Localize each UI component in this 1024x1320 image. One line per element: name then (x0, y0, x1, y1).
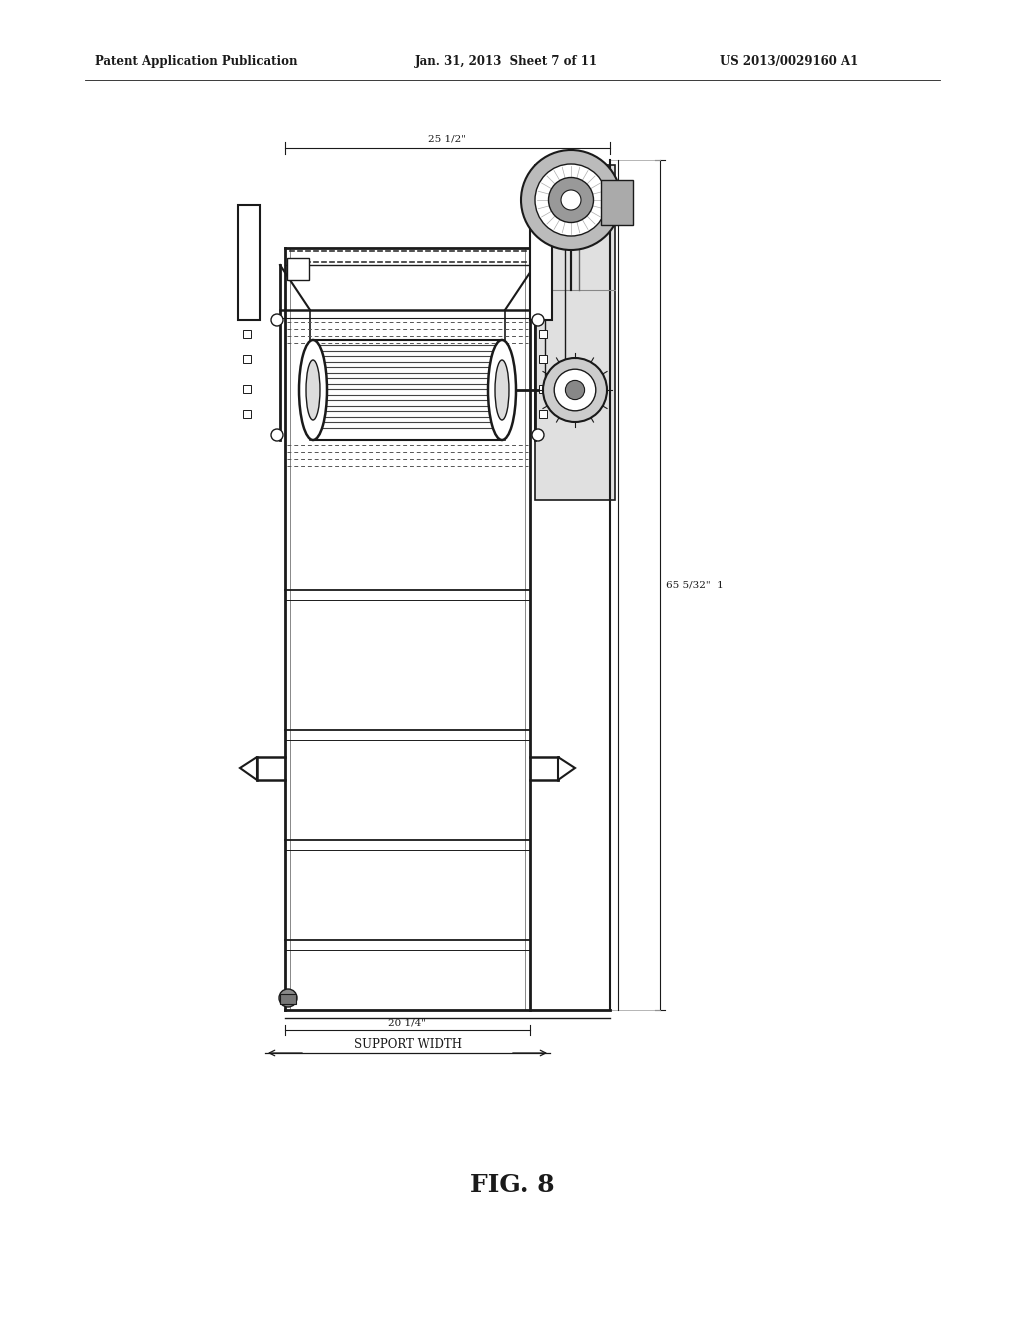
Bar (539, 411, 547, 418)
Polygon shape (558, 756, 575, 780)
Circle shape (532, 314, 544, 326)
Bar (601, 180, 633, 224)
Bar (539, 355, 547, 363)
Ellipse shape (495, 360, 509, 420)
Bar (280, 994, 296, 1005)
Polygon shape (240, 756, 257, 780)
Text: 25 1/2": 25 1/2" (428, 135, 467, 144)
Ellipse shape (299, 341, 327, 440)
Circle shape (521, 150, 621, 249)
Text: FIG. 8: FIG. 8 (470, 1173, 554, 1197)
Bar (530, 205, 552, 319)
Text: Patent Application Publication: Patent Application Publication (95, 55, 298, 69)
Circle shape (535, 164, 607, 236)
Bar (243, 355, 251, 363)
Circle shape (279, 989, 297, 1007)
Bar (535, 165, 615, 500)
Text: SUPPORT WIDTH: SUPPORT WIDTH (353, 1038, 462, 1051)
Bar (243, 411, 251, 418)
Circle shape (271, 314, 283, 326)
Bar (243, 385, 251, 393)
Circle shape (543, 358, 607, 422)
Text: 65 5/32"  1: 65 5/32" 1 (666, 581, 724, 590)
Circle shape (549, 177, 594, 223)
Text: US 2013/0029160 A1: US 2013/0029160 A1 (720, 55, 858, 69)
Bar (539, 330, 547, 338)
Bar (238, 205, 260, 319)
Bar (243, 330, 251, 338)
Circle shape (565, 380, 585, 400)
Bar (287, 257, 309, 280)
Circle shape (554, 370, 596, 411)
Circle shape (532, 429, 544, 441)
Ellipse shape (488, 341, 516, 440)
Circle shape (271, 429, 283, 441)
Circle shape (561, 190, 581, 210)
Text: 20 1/4": 20 1/4" (388, 1018, 427, 1027)
Bar (539, 385, 547, 393)
Text: Jan. 31, 2013  Sheet 7 of 11: Jan. 31, 2013 Sheet 7 of 11 (415, 55, 598, 69)
Ellipse shape (306, 360, 319, 420)
